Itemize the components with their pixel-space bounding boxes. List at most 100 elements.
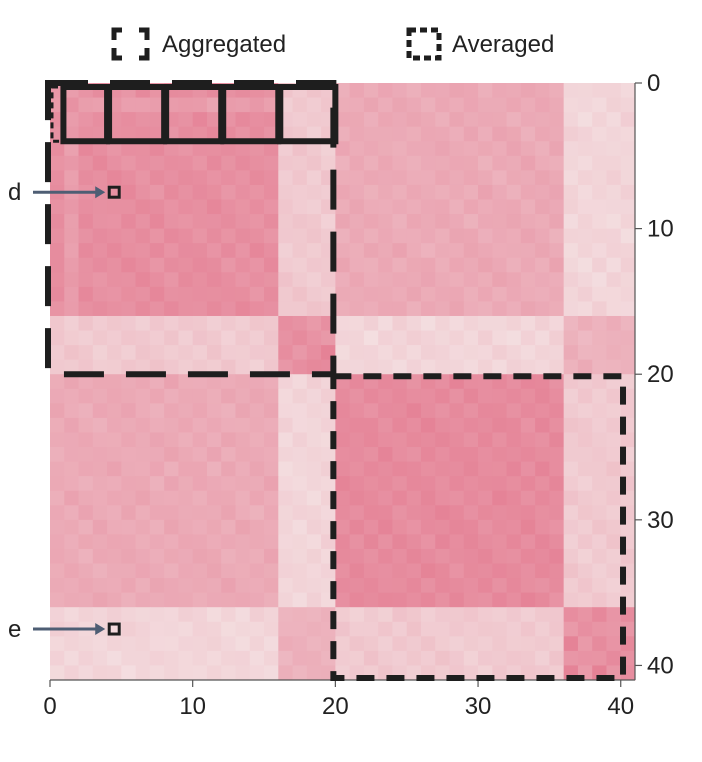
heatmap-cell <box>363 490 379 506</box>
heatmap-cell <box>520 519 536 535</box>
heatmap-cell <box>178 490 194 506</box>
heatmap-cell <box>520 228 536 244</box>
heatmap-cell <box>335 243 351 259</box>
heatmap-cell <box>549 286 565 302</box>
heatmap-cell <box>592 563 607 579</box>
heatmap-cell <box>135 548 151 565</box>
heatmap-cell <box>135 447 151 463</box>
heatmap-cell <box>392 359 408 375</box>
heatmap-cell <box>278 636 294 652</box>
heatmap-cell <box>563 505 579 521</box>
heatmap-cell <box>506 184 522 200</box>
heatmap-cell <box>221 636 236 652</box>
heatmap-cell <box>206 214 222 230</box>
heatmap-cell <box>321 447 336 463</box>
heatmap-cell <box>363 534 379 550</box>
heatmap-cell <box>292 461 308 477</box>
heatmap-cell <box>506 578 522 594</box>
heatmap-cell <box>520 563 536 579</box>
heatmap-cell <box>478 403 493 419</box>
heatmap-cell <box>592 97 607 113</box>
heatmap-cell <box>506 272 522 288</box>
heatmap-cell <box>406 112 422 128</box>
heatmap-cell <box>206 447 222 463</box>
heatmap-cell <box>306 476 322 492</box>
heatmap-cell <box>535 126 550 142</box>
heatmap-cell <box>620 214 636 230</box>
heatmap-cell <box>506 417 522 433</box>
heatmap-cell <box>121 490 137 506</box>
heatmap-cell <box>306 534 322 550</box>
heatmap-cell <box>478 461 493 477</box>
heatmap-cell <box>78 359 94 375</box>
heatmap-cell <box>92 534 108 550</box>
heatmap-cell <box>264 548 279 565</box>
heatmap-cell <box>363 461 379 477</box>
heatmap-cell <box>392 243 408 259</box>
heatmap-cell <box>78 243 94 259</box>
heatmap-cell <box>620 141 636 157</box>
heatmap-cell <box>520 417 536 433</box>
heatmap-cell <box>435 563 451 579</box>
heatmap-cell <box>549 563 565 579</box>
heatmap-cell <box>107 170 122 186</box>
heatmap-cell <box>192 228 208 244</box>
heatmap-cell <box>506 607 522 623</box>
heatmap-cell <box>264 447 279 463</box>
heatmap-cell <box>92 286 108 302</box>
heatmap-cell <box>50 447 65 463</box>
heatmap-cell <box>363 505 379 521</box>
heatmap-cell <box>406 184 422 200</box>
heatmap-cell <box>178 592 194 608</box>
heatmap-cell <box>292 534 308 550</box>
heatmap-cell <box>506 650 522 666</box>
heatmap-cell <box>606 286 622 302</box>
heatmap-cell <box>235 505 251 521</box>
heatmap-cell <box>449 155 465 171</box>
heatmap-cell <box>606 490 622 506</box>
heatmap-cell <box>549 97 565 113</box>
heatmap-cell <box>335 447 351 463</box>
heatmap-cell <box>435 665 451 681</box>
heatmap-cell <box>149 112 165 128</box>
heatmap-cell <box>463 621 479 637</box>
heatmap-cell <box>78 592 94 608</box>
heatmap-cell <box>192 214 208 230</box>
heatmap-cell <box>306 228 322 244</box>
heatmap-cell <box>50 141 65 157</box>
heatmap-cell <box>50 650 65 666</box>
heatmap-cell <box>592 272 607 288</box>
heatmap-cell <box>563 417 579 433</box>
heatmap-cell <box>264 461 279 477</box>
heatmap-cell <box>335 257 351 273</box>
heatmap-cell <box>92 112 108 128</box>
heatmap-cell <box>78 301 94 317</box>
heatmap-cell <box>206 112 222 128</box>
heatmap-cell <box>149 184 165 200</box>
heatmap-cell <box>335 83 351 99</box>
heatmap-cell <box>135 345 151 361</box>
heatmap-cell <box>549 184 565 200</box>
heatmap-cell <box>406 141 422 157</box>
x-tick-label: 20 <box>322 693 349 720</box>
heatmap-cell <box>606 476 622 492</box>
heatmap-cell <box>577 272 593 288</box>
heatmap-cell <box>392 315 408 332</box>
heatmap-cell <box>506 228 522 244</box>
heatmap-cell <box>406 403 422 419</box>
heatmap-cell <box>606 112 622 128</box>
heatmap-cell <box>321 330 336 346</box>
heatmap-cell <box>535 548 550 565</box>
heatmap-cell <box>92 388 108 404</box>
heatmap-cell <box>235 432 251 448</box>
heatmap-cell <box>478 272 493 288</box>
heatmap-cell <box>463 243 479 259</box>
heatmap-cell <box>520 199 536 215</box>
heatmap-cell <box>135 257 151 273</box>
heatmap-cell <box>107 519 122 535</box>
heatmap-cell <box>78 505 94 521</box>
heatmap-cell <box>592 490 607 506</box>
y-tick-label: 40 <box>647 652 674 679</box>
heatmap-cell <box>363 578 379 594</box>
